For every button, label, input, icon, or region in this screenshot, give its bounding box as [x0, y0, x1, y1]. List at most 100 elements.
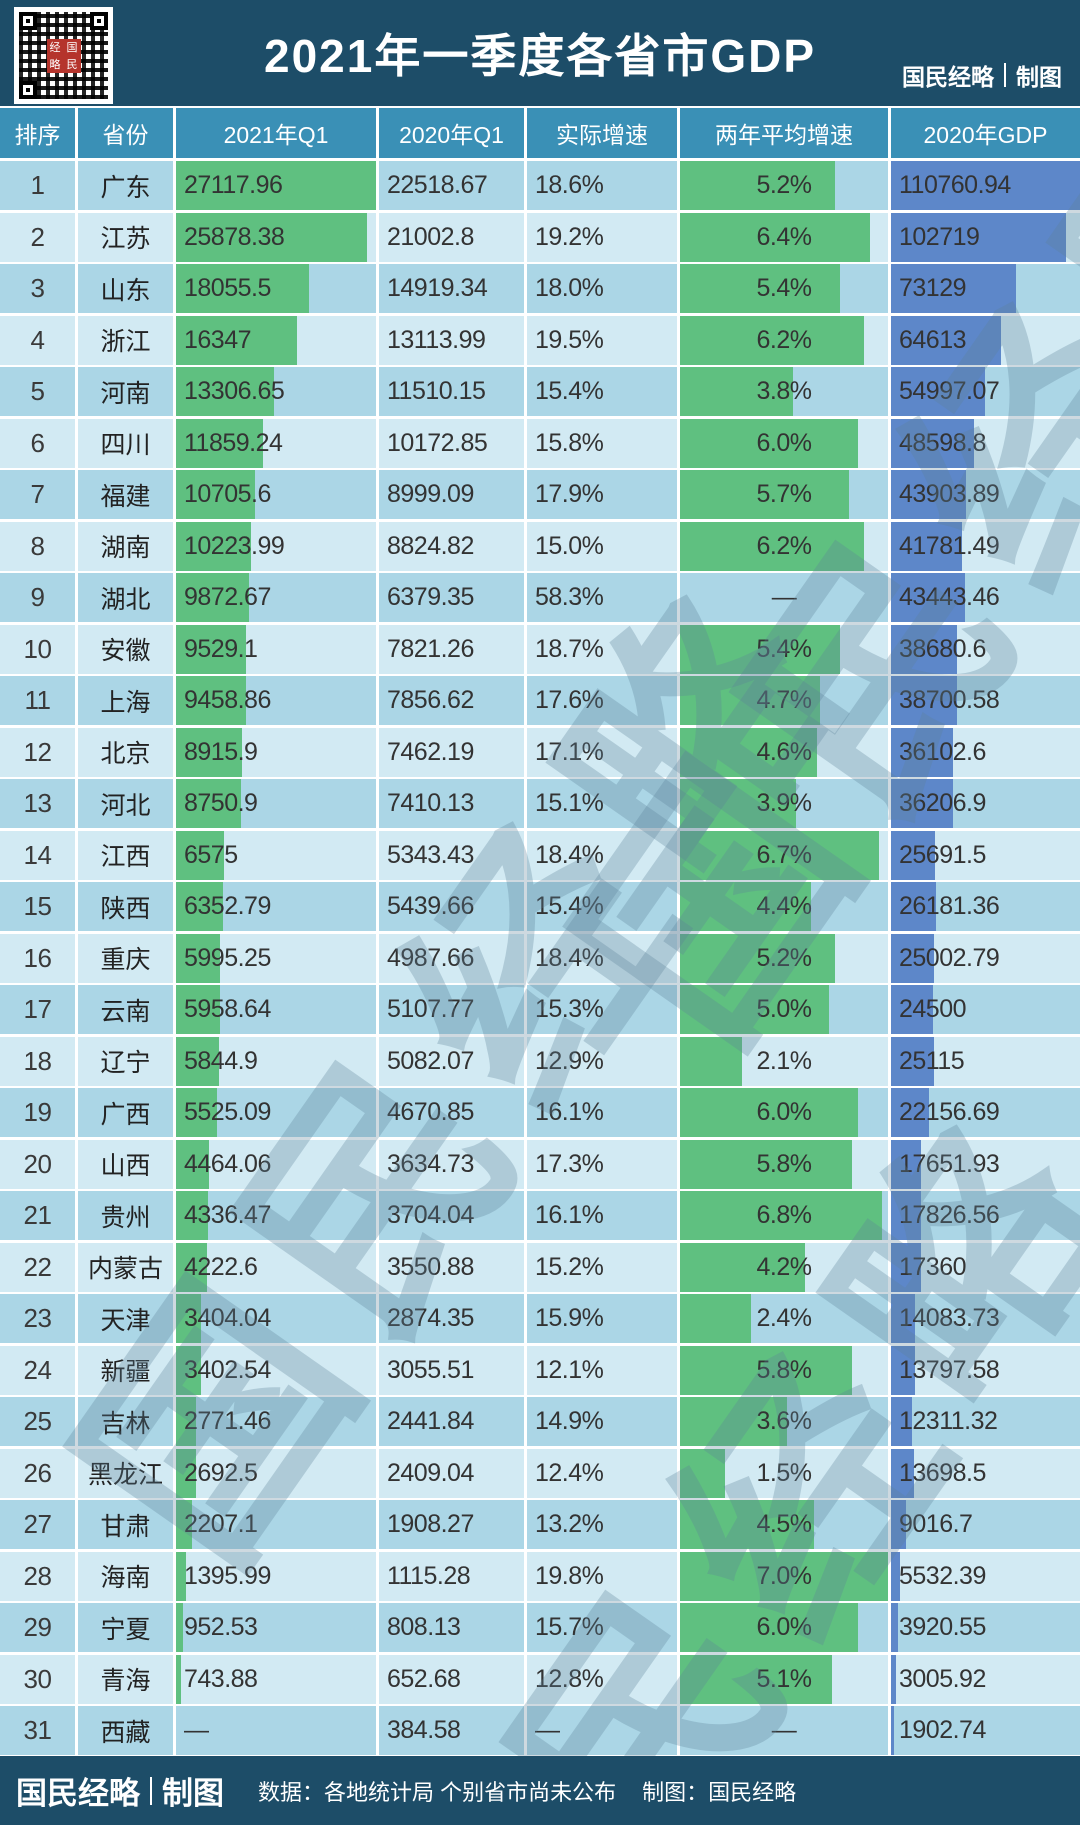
- actual-growth-cell: 15.4%: [527, 882, 677, 931]
- gdp-2020-cell: 48598.8: [891, 418, 1080, 468]
- gdp-table: 排序 省份 2021年Q1 2020年Q1 实际增速 两年平均增速 2020年G…: [0, 106, 1080, 1756]
- actual-growth-cell: 18.4%: [527, 830, 677, 880]
- gdp-2021q1-cell: 6575: [176, 830, 376, 880]
- gdp-2021q1-cell: 10223.99: [176, 521, 376, 571]
- avg-growth-bar: [680, 470, 850, 519]
- table-row: 1 广东 27117.96 22518.67 18.6% 5.2% 110760…: [0, 161, 1080, 210]
- gdp-2021q1-bar: [176, 830, 225, 880]
- table-body: 1 广东 27117.96 22518.67 18.6% 5.2% 110760…: [0, 161, 1080, 1755]
- avg-growth-cell: —: [680, 1706, 888, 1755]
- gdp-2021q1-bar: [176, 315, 297, 365]
- footer-credit: 制图：国民经略: [642, 1779, 797, 1805]
- gdp-2021q1-cell: 10705.6: [176, 470, 376, 519]
- gdp-2021q1-cell: 8750.9: [176, 779, 376, 828]
- gdp-2020-cell: 73129: [891, 264, 1080, 313]
- gdp-2021q1-cell: 2207.1: [176, 1500, 376, 1549]
- gdp-2021q1-bar: [176, 573, 249, 622]
- table-row: 5 河南 13306.65 11510.15 15.4% 3.8% 54997.…: [0, 367, 1080, 416]
- avg-growth-cell: 6.0%: [680, 418, 888, 468]
- avg-growth-cell: 3.6%: [680, 1397, 888, 1446]
- avg-growth-bar: [680, 1551, 888, 1601]
- rank-cell: 29: [0, 1603, 75, 1652]
- page-title: 2021年一季度各省市GDP: [263, 30, 817, 82]
- gdp-2021q1-bar: [176, 779, 241, 828]
- province-cell: 甘肃: [78, 1500, 173, 1549]
- gdp-2020q1-cell: 4670.85: [379, 1088, 524, 1137]
- gdp-2020-cell: 13698.5: [891, 1448, 1080, 1498]
- avg-growth-cell: 6.4%: [680, 212, 888, 262]
- qr-code: 经 国 略 民: [14, 7, 113, 104]
- province-cell: 西藏: [78, 1706, 173, 1755]
- actual-growth-cell: 58.3%: [527, 573, 677, 622]
- qr-logo-char: 国: [66, 40, 78, 54]
- gdp-2020-bar: [891, 212, 1067, 262]
- gdp-2020q1-cell: 2409.04: [379, 1448, 524, 1498]
- col-header-2020q1: 2020年Q1: [379, 108, 524, 158]
- province-cell: 上海: [78, 676, 173, 725]
- avg-growth-bar: [680, 1603, 859, 1652]
- avg-growth-cell: 6.0%: [680, 1088, 888, 1137]
- gdp-2020q1-cell: 22518.67: [379, 161, 524, 210]
- gdp-2020q1-cell: 2874.35: [379, 1294, 524, 1343]
- gdp-2020q1-cell: 5439.66: [379, 882, 524, 931]
- gdp-2020-cell: 25002.79: [891, 933, 1080, 983]
- gdp-2020-bar: [891, 1448, 915, 1498]
- table-row: 25 吉林 2771.46 2441.84 14.9% 3.6% 12311.3…: [0, 1397, 1080, 1446]
- gdp-2020-bar: [891, 985, 933, 1034]
- rank-cell: 22: [0, 1242, 75, 1292]
- rank-cell: 30: [0, 1654, 75, 1704]
- gdp-2020-cell: 25115: [891, 1036, 1080, 1086]
- province-cell: 安徽: [78, 624, 173, 674]
- gdp-2021q1-bar: [176, 1345, 202, 1395]
- table-row: 16 重庆 5995.25 4987.66 18.4% 5.2% 25002.7…: [0, 933, 1080, 983]
- gdp-2021q1-cell: 1395.99: [176, 1551, 376, 1601]
- actual-growth-cell: 17.1%: [527, 727, 677, 777]
- province-cell: 广东: [78, 161, 173, 210]
- table-row: 23 天津 3404.04 2874.35 15.9% 2.4% 14083.7…: [0, 1294, 1080, 1343]
- province-cell: 福建: [78, 470, 173, 519]
- qr-pattern: 经 国 略 民: [19, 12, 108, 99]
- avg-growth-bar: [680, 1654, 832, 1704]
- gdp-2021q1-cell: 952.53: [176, 1603, 376, 1652]
- gdp-2020q1-cell: 384.58: [379, 1706, 524, 1755]
- avg-growth-cell: 4.6%: [680, 727, 888, 777]
- gdp-2020-bar: [891, 573, 966, 622]
- province-cell: 天津: [78, 1294, 173, 1343]
- avg-growth-cell: 4.4%: [680, 882, 888, 931]
- table-row: 18 辽宁 5844.9 5082.07 12.9% 2.1% 25115: [0, 1036, 1080, 1086]
- actual-growth-cell: 15.8%: [527, 418, 677, 468]
- province-cell: 浙江: [78, 315, 173, 365]
- avg-growth-bar: [680, 521, 865, 571]
- gdp-2020-bar: [891, 470, 966, 519]
- rank-cell: 23: [0, 1294, 75, 1343]
- qr-center-logo: 经 国 略 民: [46, 38, 81, 73]
- rank-cell: 7: [0, 470, 75, 519]
- gdp-2021q1-bar: [176, 1036, 220, 1086]
- gdp-2020-bar: [891, 1139, 922, 1189]
- gdp-2021q1-cell: 4336.47: [176, 1191, 376, 1240]
- rank-cell: 20: [0, 1139, 75, 1189]
- qr-finder-icon: [19, 81, 37, 99]
- gdp-2020q1-cell: 7856.62: [379, 676, 524, 725]
- gdp-2020-cell: 64613: [891, 315, 1080, 365]
- province-cell: 青海: [78, 1654, 173, 1704]
- avg-growth-bar: [680, 1088, 859, 1137]
- table-row: 12 北京 8915.9 7462.19 17.1% 4.6% 36102.6: [0, 727, 1080, 777]
- actual-growth-cell: 19.5%: [527, 315, 677, 365]
- gdp-2020-bar: [891, 1603, 898, 1652]
- table-row: 10 安徽 9529.1 7821.26 18.7% 5.4% 38680.6: [0, 624, 1080, 674]
- gdp-2021q1-bar: [176, 933, 221, 983]
- table-row: 15 陕西 6352.79 5439.66 15.4% 4.4% 26181.3…: [0, 882, 1080, 931]
- gdp-2020q1-cell: 7821.26: [379, 624, 524, 674]
- gdp-2020q1-cell: 4987.66: [379, 933, 524, 983]
- divider: [1004, 63, 1006, 87]
- gdp-2021q1-bar: [176, 212, 367, 262]
- gdp-2020-cell: 1902.74: [891, 1706, 1080, 1755]
- gdp-2020-bar: [891, 624, 957, 674]
- avg-growth-cell: 2.1%: [680, 1036, 888, 1086]
- actual-growth-cell: 19.8%: [527, 1551, 677, 1601]
- gdp-2021q1-bar: [176, 1448, 196, 1498]
- gdp-2020-bar: [891, 315, 1002, 365]
- table-row: 7 福建 10705.6 8999.09 17.9% 5.7% 43903.89: [0, 470, 1080, 519]
- gdp-2020-cell: 5532.39: [891, 1551, 1080, 1601]
